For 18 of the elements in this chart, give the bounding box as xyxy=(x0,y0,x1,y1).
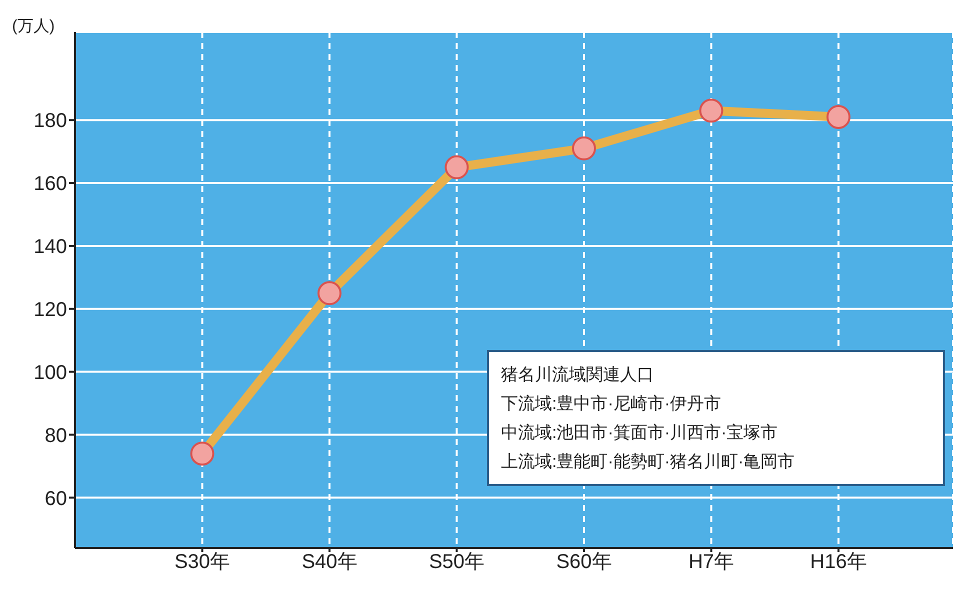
y-tick-label: 80 xyxy=(44,424,67,447)
x-tick-label: S60年 xyxy=(556,551,612,574)
y-tick-label: 60 xyxy=(44,488,67,510)
x-tick-label: H16年 xyxy=(810,551,867,574)
x-tick-label: S40年 xyxy=(302,551,358,574)
y-axis-title: (万人) xyxy=(12,17,55,37)
x-tick-label: S30年 xyxy=(174,551,230,574)
y-tick-label: 120 xyxy=(34,298,67,321)
x-tick-label: H7年 xyxy=(688,551,734,574)
annotation: 下流域:豊中市·尼崎市·伊丹市 xyxy=(501,393,722,415)
y-tick-label: 100 xyxy=(34,362,67,384)
y-tick-label: 180 xyxy=(34,110,67,132)
y-tick-label: 140 xyxy=(34,236,67,258)
x-tick-label: S50年 xyxy=(428,551,485,574)
y-tick-label: 160 xyxy=(34,173,67,196)
annotation: 中流域:池田市·箕面市·川西市·宝塚市 xyxy=(501,422,779,444)
annotation: 上流域:豊能町·能勢町·猪名川町·亀岡市 xyxy=(501,451,796,473)
annotation: 猪名川流域関連人口 xyxy=(501,364,655,386)
